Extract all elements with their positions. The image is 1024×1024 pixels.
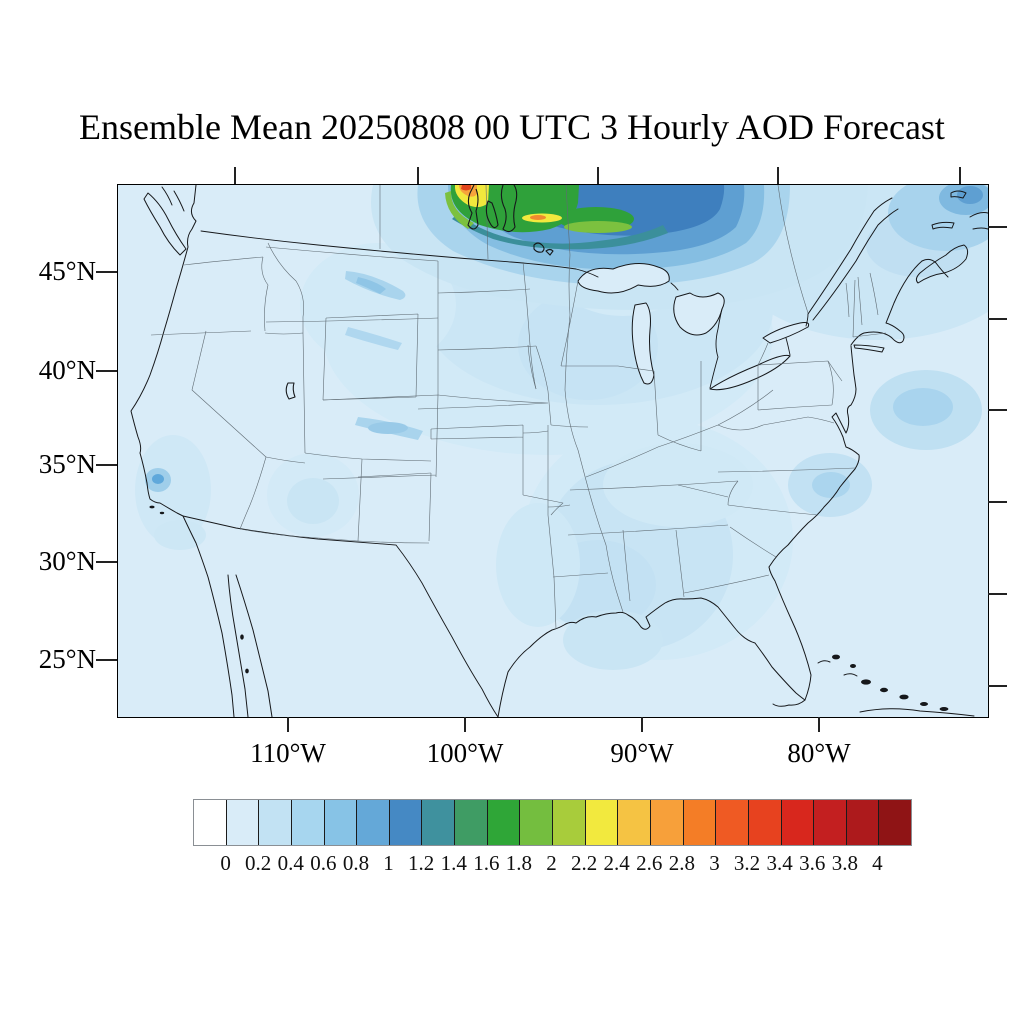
colorbar-cell: [291, 800, 325, 845]
lon-tick-label: 90°W: [610, 738, 674, 768]
colorbar-tick-label: 1.6: [473, 851, 500, 875]
lon-tick-label: 110°W: [250, 738, 326, 768]
colorbar-tick-label: 1: [383, 851, 394, 875]
colorbar-tick-label: 0.2: [245, 851, 272, 875]
colorbar: [193, 799, 912, 846]
national-borders: [182, 230, 809, 717]
lat-tick: [96, 561, 117, 563]
great-lakes: [577, 263, 810, 391]
colorbar-tick-label: 0.8: [342, 851, 370, 875]
right-tick: [988, 593, 1007, 595]
right-tick: [988, 409, 1007, 411]
top-tick: [417, 167, 419, 184]
island-specks: [149, 505, 949, 711]
colorbar-cell: [846, 800, 880, 845]
map-frame: [117, 184, 989, 718]
colorbar-tick-label: 3.2: [733, 851, 761, 875]
lat-tick: [96, 464, 117, 466]
top-tick: [597, 167, 599, 184]
colorbar-tick-label: 3.6: [799, 851, 826, 875]
colorbar-tick-label: 3.4: [766, 851, 793, 875]
colorbar-cell: [422, 800, 456, 845]
colorbar-tick-label: 2.8: [668, 851, 695, 875]
lat-tick: [96, 271, 117, 273]
lat-tick-label: 45°N: [38, 256, 96, 286]
figure-title: Ensemble Mean 20250808 00 UTC 3 Hourly A…: [79, 107, 945, 147]
colorbar-cell: [585, 800, 619, 845]
colorbar-cell: [683, 800, 717, 845]
colorbar-cell: [226, 800, 260, 845]
lat-tick-label: 40°N: [38, 355, 96, 385]
lon-tick-label: 100°W: [426, 738, 504, 768]
colorbar-tick-label: 2.2: [570, 851, 598, 875]
colorbar-cell: [553, 800, 586, 845]
colorbar-cell: [324, 800, 358, 845]
top-tick: [777, 167, 779, 184]
colorbar-tick-label: 0.6: [310, 851, 337, 875]
lat-tick-label: 35°N: [38, 449, 96, 479]
lat-tick: [96, 370, 117, 372]
lon-tick-label: 80°W: [787, 738, 851, 768]
lat-tick-label: 25°N: [38, 644, 96, 674]
right-tick: [988, 318, 1007, 320]
colorbar-cell: [520, 800, 554, 845]
forecast-map-svg: [118, 185, 988, 717]
colorbar-tick-label: 2.6: [636, 851, 663, 875]
colorbar-tick-label: 1.2: [408, 851, 435, 875]
top-tick: [234, 167, 236, 184]
colorbar-cell: [194, 800, 227, 845]
colorbar-tick-label: 3.8: [831, 851, 858, 875]
colorbar-cell: [748, 800, 782, 845]
right-tick: [988, 501, 1007, 503]
colorbar-tick-label: 2: [546, 851, 557, 875]
lon-tick: [287, 717, 289, 732]
colorbar-cell: [389, 800, 423, 845]
colorbar-tick-label: 4: [872, 851, 883, 875]
colorbar-tick-label: 1.8: [505, 851, 533, 875]
colorbar-tick-label: 1.4: [440, 851, 467, 875]
colorbar-cell: [357, 800, 390, 845]
lon-tick: [818, 717, 820, 732]
top-tick: [959, 167, 961, 184]
colorbar-cell: [814, 800, 847, 845]
lon-tick: [464, 717, 466, 732]
colorbar-cell: [618, 800, 651, 845]
colorbar-cell: [781, 800, 815, 845]
colorbar-cell: [455, 800, 488, 845]
colorbar-tick-label: 0.4: [277, 851, 304, 875]
colorbar-cell: [716, 800, 749, 845]
right-tick: [988, 226, 1007, 228]
colorbar-tick-label: 0: [220, 851, 231, 875]
lat-tick-label: 30°N: [38, 546, 96, 576]
colorbar-cell: [879, 800, 912, 845]
right-tick: [988, 685, 1007, 687]
colorbar-cell: [259, 800, 292, 845]
lon-tick: [641, 717, 643, 732]
lat-tick: [96, 659, 117, 661]
state-borders: [150, 185, 887, 630]
interior-lakes: [285, 185, 554, 400]
colorbar-tick-label: 2.4: [603, 851, 630, 875]
colorbar-cell: [487, 800, 521, 845]
colorbar-cell: [650, 800, 684, 845]
aod-field: [135, 185, 988, 670]
colorbar-tick-label: 3: [709, 851, 720, 875]
